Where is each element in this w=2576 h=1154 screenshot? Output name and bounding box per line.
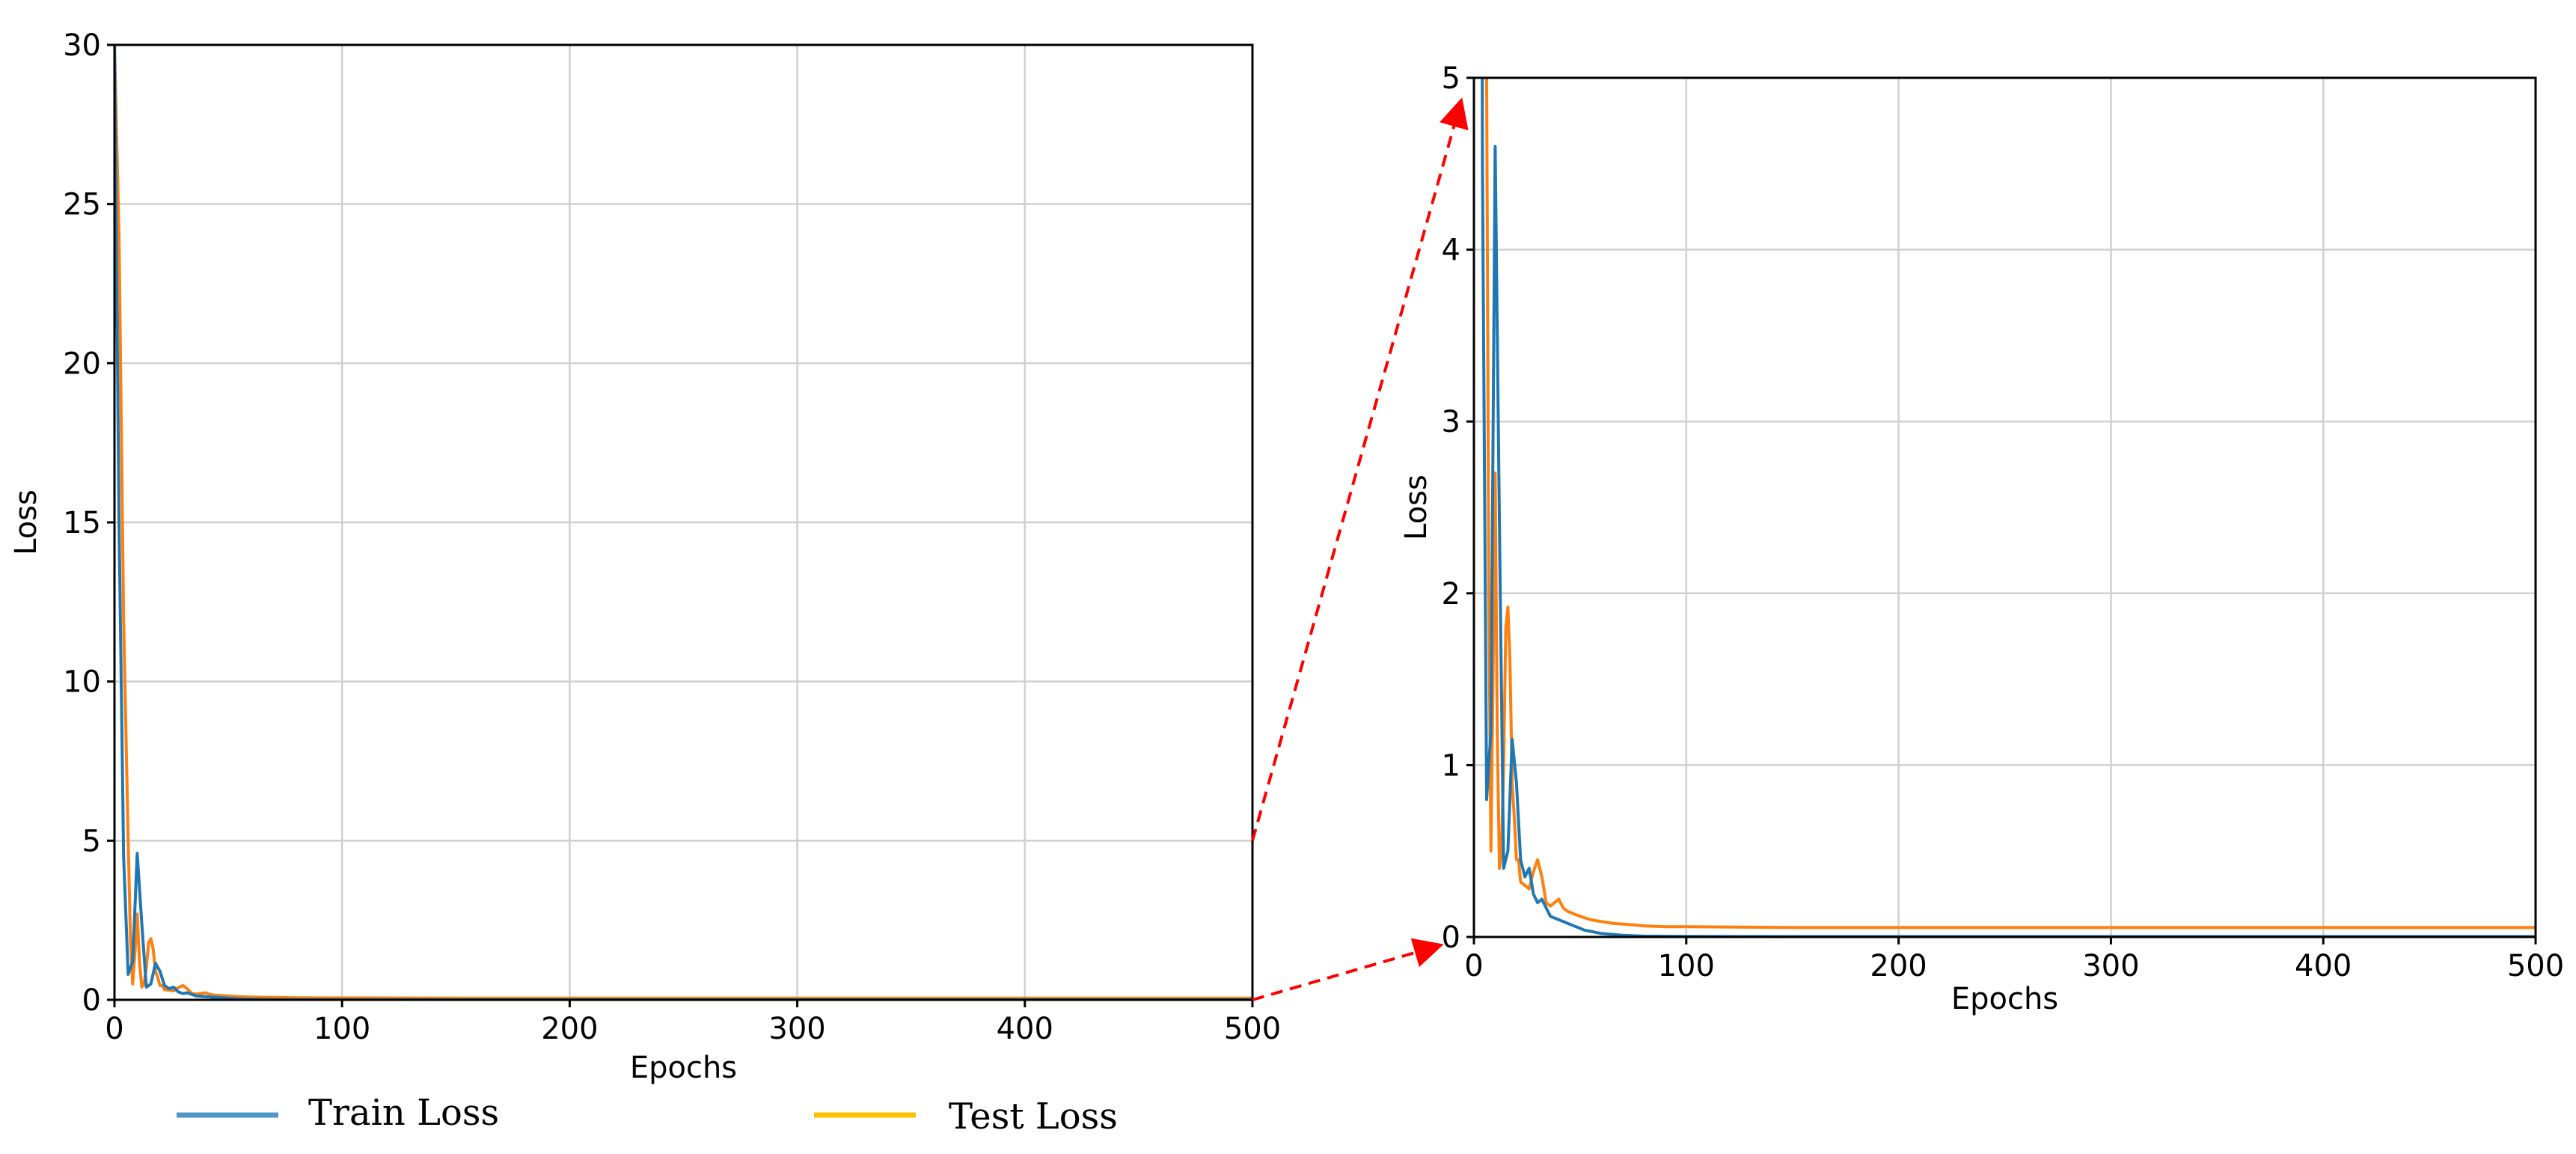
right-x-axis-title: Epochs (1951, 982, 2058, 1016)
left-y-tick-label: 30 (63, 28, 101, 63)
right-y-axis-title: Loss (1399, 474, 1434, 540)
right-x-tick-label: 0 (1464, 949, 1483, 983)
left-y-tick-label: 0 (82, 983, 101, 1018)
left-test-loss-line (114, 45, 1252, 1000)
left-x-tick-label: 300 (768, 1012, 825, 1046)
left-y-axis-title: Loss (9, 489, 43, 555)
legend-train-label: Train Loss (308, 1092, 499, 1134)
right-x-tick-label: 500 (2507, 949, 2564, 983)
left-x-tick-label: 500 (1224, 1012, 1281, 1046)
legend-test-label: Test Loss (949, 1096, 1118, 1138)
left-y-tick-label: 25 (63, 188, 101, 222)
right-y-tick-label: 1 (1442, 748, 1460, 783)
right-x-tick-label: 300 (2082, 949, 2139, 983)
right-y-tick-label: 2 (1442, 577, 1460, 611)
zoom-arrow-lower (1252, 938, 1444, 1001)
left-x-tick-label: 100 (313, 1012, 370, 1046)
left-y-tick-label: 10 (63, 665, 101, 700)
left-y-tick-label: 5 (82, 824, 101, 858)
left-y-tick-label: 15 (63, 506, 101, 540)
full-range-chart: 0 100 200 300 400 500 0 5 10 15 20 25 30 Epochs Loss (9, 28, 1281, 1085)
zoom-arrow-upper (1251, 97, 1469, 841)
zoomed-chart: 0 100 200 300 400 500 0 1 2 3 4 5 Epochs Loss (1399, 61, 2564, 1016)
left-x-tick-label: 400 (997, 1012, 1053, 1046)
right-x-tick-label: 400 (2295, 949, 2352, 983)
left-x-axis-title: Epochs (630, 1051, 737, 1085)
left-y-tick-label: 20 (63, 346, 101, 381)
zoom-indicator-arrows (1251, 97, 1469, 1001)
right-y-tick-label: 0 (1442, 921, 1460, 955)
right-axes-frame (1472, 76, 2537, 938)
right-y-tick-label: 3 (1442, 405, 1460, 439)
left-x-tick-label: 0 (105, 1012, 123, 1046)
right-x-tick-label: 100 (1658, 949, 1715, 983)
right-test-loss-line (1484, 78, 2536, 929)
legend: Train Loss Test Loss (177, 1092, 1118, 1138)
right-x-tick-label: 200 (1870, 949, 1927, 983)
right-y-tick-label: 4 (1442, 233, 1460, 268)
right-y-tick-label: 5 (1442, 61, 1460, 96)
right-plot-area (1474, 78, 2536, 937)
left-x-tick-label: 200 (541, 1012, 598, 1046)
